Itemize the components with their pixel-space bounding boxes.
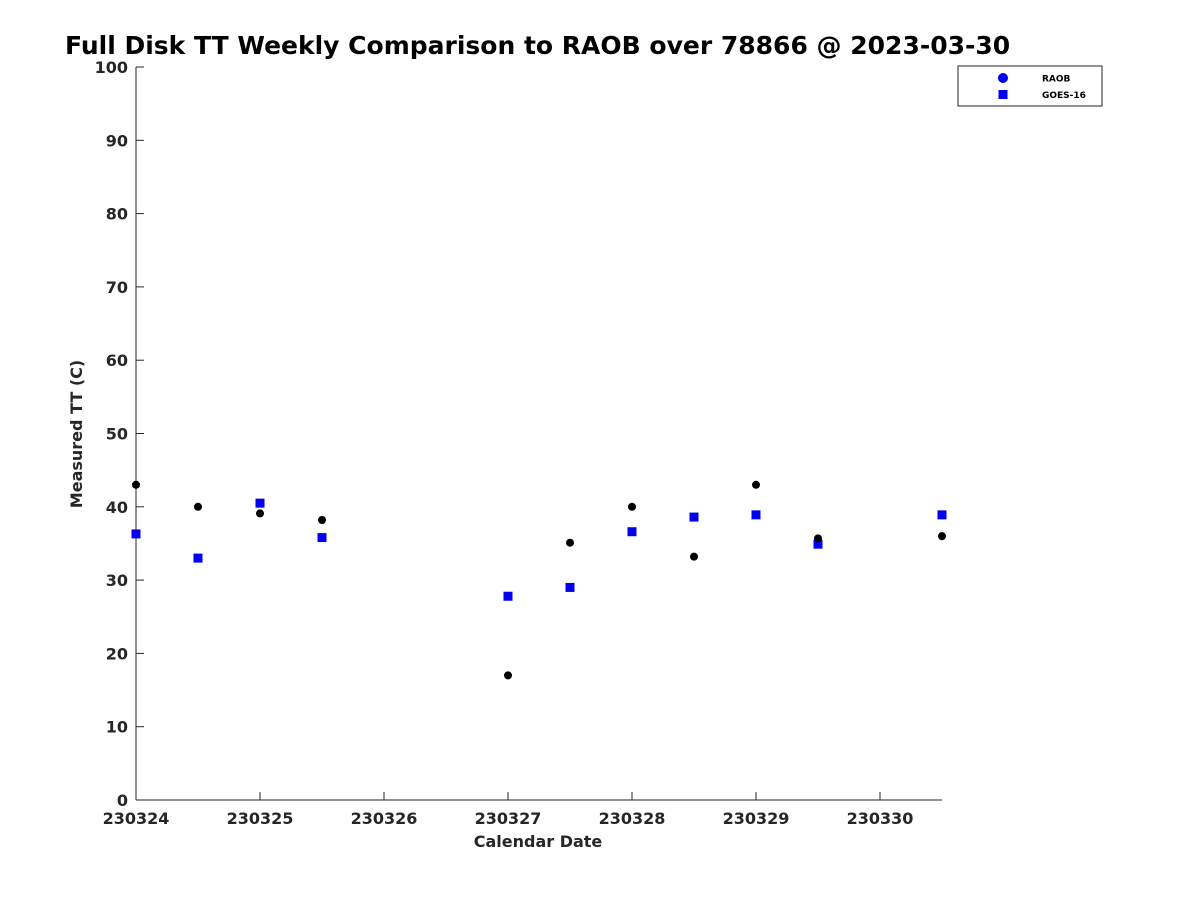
goes16-point <box>255 498 265 508</box>
legend-label: GOES-16 <box>1042 91 1086 101</box>
x-tick-label: 230325 <box>227 809 294 828</box>
raob-point <box>628 502 636 511</box>
x-tick-label: 230329 <box>723 809 790 828</box>
y-tick-label: 50 <box>106 425 128 444</box>
raob-point <box>752 480 760 489</box>
x-tick-label: 230326 <box>351 809 418 828</box>
chart-title: Full Disk TT Weekly Comparison to RAOB o… <box>65 31 1010 60</box>
y-tick-label: 30 <box>106 571 128 590</box>
y-tick-label: 60 <box>106 351 128 370</box>
raob-point <box>690 552 698 561</box>
goes16-point <box>131 529 141 539</box>
y-tick-label: 0 <box>117 791 128 810</box>
y-axis-ticks: 0 10 20 30 40 50 60 70 80 90 100 <box>95 58 144 810</box>
goes16-point <box>565 582 575 592</box>
y-tick-label: 100 <box>95 58 128 77</box>
raob-point <box>814 534 822 543</box>
raob-point <box>318 515 326 524</box>
goes16-point <box>193 553 203 563</box>
goes16-point <box>503 591 513 601</box>
series-raob <box>132 480 946 680</box>
legend-marker-raob <box>998 73 1008 83</box>
y-tick-label: 70 <box>106 278 128 297</box>
y-tick-label: 20 <box>106 644 128 663</box>
axes <box>135 67 942 801</box>
goes16-point <box>937 510 947 520</box>
x-tick-label: 230327 <box>475 809 542 828</box>
legend-box <box>957 65 1103 107</box>
goes16-point <box>813 539 823 549</box>
y-tick-label: 90 <box>106 131 128 150</box>
x-tick-label: 230324 <box>103 809 170 828</box>
x-axis-label: Calendar Date <box>474 832 603 851</box>
goes16-point <box>751 510 761 520</box>
y-tick-label: 40 <box>106 498 128 517</box>
data-points <box>131 480 947 680</box>
goes16-point <box>317 533 327 543</box>
legend: RAOB GOES-16 <box>957 65 1103 107</box>
x-tick-label: 230330 <box>847 809 914 828</box>
raob-point <box>132 480 140 489</box>
y-axis-label: Measured TT (C) <box>67 360 86 508</box>
raob-point <box>194 502 202 511</box>
x-tick-label: 230328 <box>599 809 666 828</box>
y-tick-label: 80 <box>106 205 128 224</box>
raob-point <box>256 509 264 518</box>
y-tick-label: 10 <box>106 718 128 737</box>
raob-point <box>504 671 512 680</box>
legend-label: RAOB <box>1042 75 1071 85</box>
raob-point <box>938 532 946 541</box>
goes16-point <box>627 527 637 537</box>
series-goes-16 <box>131 498 947 601</box>
legend-items: RAOB GOES-16 <box>998 73 1086 101</box>
x-axis-ticks: 230324 230325 230326 230327 230328 230329 2303… <box>103 792 914 828</box>
legend-marker-goes16 <box>998 90 1008 99</box>
goes16-point <box>689 512 699 522</box>
raob-point <box>566 538 574 547</box>
